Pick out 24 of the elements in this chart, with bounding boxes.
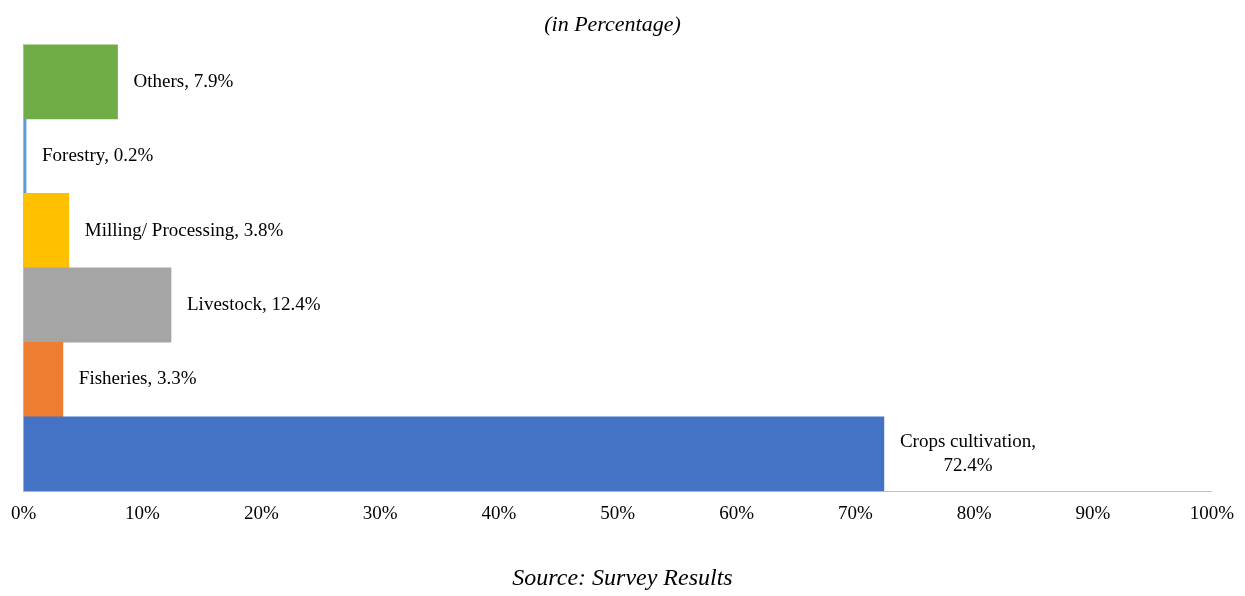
bar xyxy=(23,416,885,492)
bar xyxy=(23,193,70,269)
data-label: Fisheries, 3.3% xyxy=(78,367,197,389)
x-tick-label: 10% xyxy=(125,501,161,523)
x-tick-label: 80% xyxy=(956,501,992,523)
bar xyxy=(23,341,64,418)
data-label: Milling/ Processing, 3.8% xyxy=(84,218,284,240)
x-tick-label: 50% xyxy=(600,501,636,523)
bar xyxy=(23,267,172,343)
x-tick-label: 40% xyxy=(481,501,517,523)
data-label: Forestry, 0.2% xyxy=(42,144,154,166)
source-note: Source: Survey Results xyxy=(511,564,734,591)
x-tick-label: 30% xyxy=(362,501,398,523)
x-tick-label: 0% xyxy=(11,501,37,523)
x-tick-label: 100% xyxy=(1189,501,1235,523)
chart-title: (in Percentage) xyxy=(544,10,681,36)
bar xyxy=(23,44,118,120)
data-label: Livestock, 12.4% xyxy=(187,293,321,315)
x-tick-label: 60% xyxy=(719,501,755,523)
data-label: Crops cultivation, 72.4% xyxy=(899,429,1037,475)
x-tick-label: 90% xyxy=(1075,501,1111,523)
x-tick-label: 20% xyxy=(243,501,279,523)
x-tick-label: 70% xyxy=(837,501,873,523)
data-label: Others, 7.9% xyxy=(133,69,234,91)
